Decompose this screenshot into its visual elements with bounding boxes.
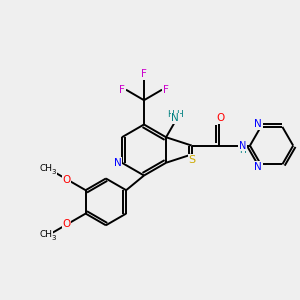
Text: N: N xyxy=(254,162,262,172)
Text: 3: 3 xyxy=(52,169,56,175)
Text: H: H xyxy=(167,110,174,119)
Text: N: N xyxy=(254,119,262,130)
Text: F: F xyxy=(119,85,125,95)
Text: S: S xyxy=(188,155,195,165)
Text: H: H xyxy=(176,110,183,119)
Text: N: N xyxy=(239,141,246,151)
Text: N: N xyxy=(171,113,179,123)
Text: H: H xyxy=(239,146,246,155)
Text: O: O xyxy=(216,113,224,123)
Text: CH: CH xyxy=(40,164,53,173)
Text: O: O xyxy=(63,175,71,185)
Text: O: O xyxy=(63,219,71,229)
Text: N: N xyxy=(113,158,121,168)
Text: CH: CH xyxy=(40,230,53,239)
Text: 3: 3 xyxy=(52,235,56,241)
Text: F: F xyxy=(141,69,147,79)
Text: F: F xyxy=(163,85,169,95)
